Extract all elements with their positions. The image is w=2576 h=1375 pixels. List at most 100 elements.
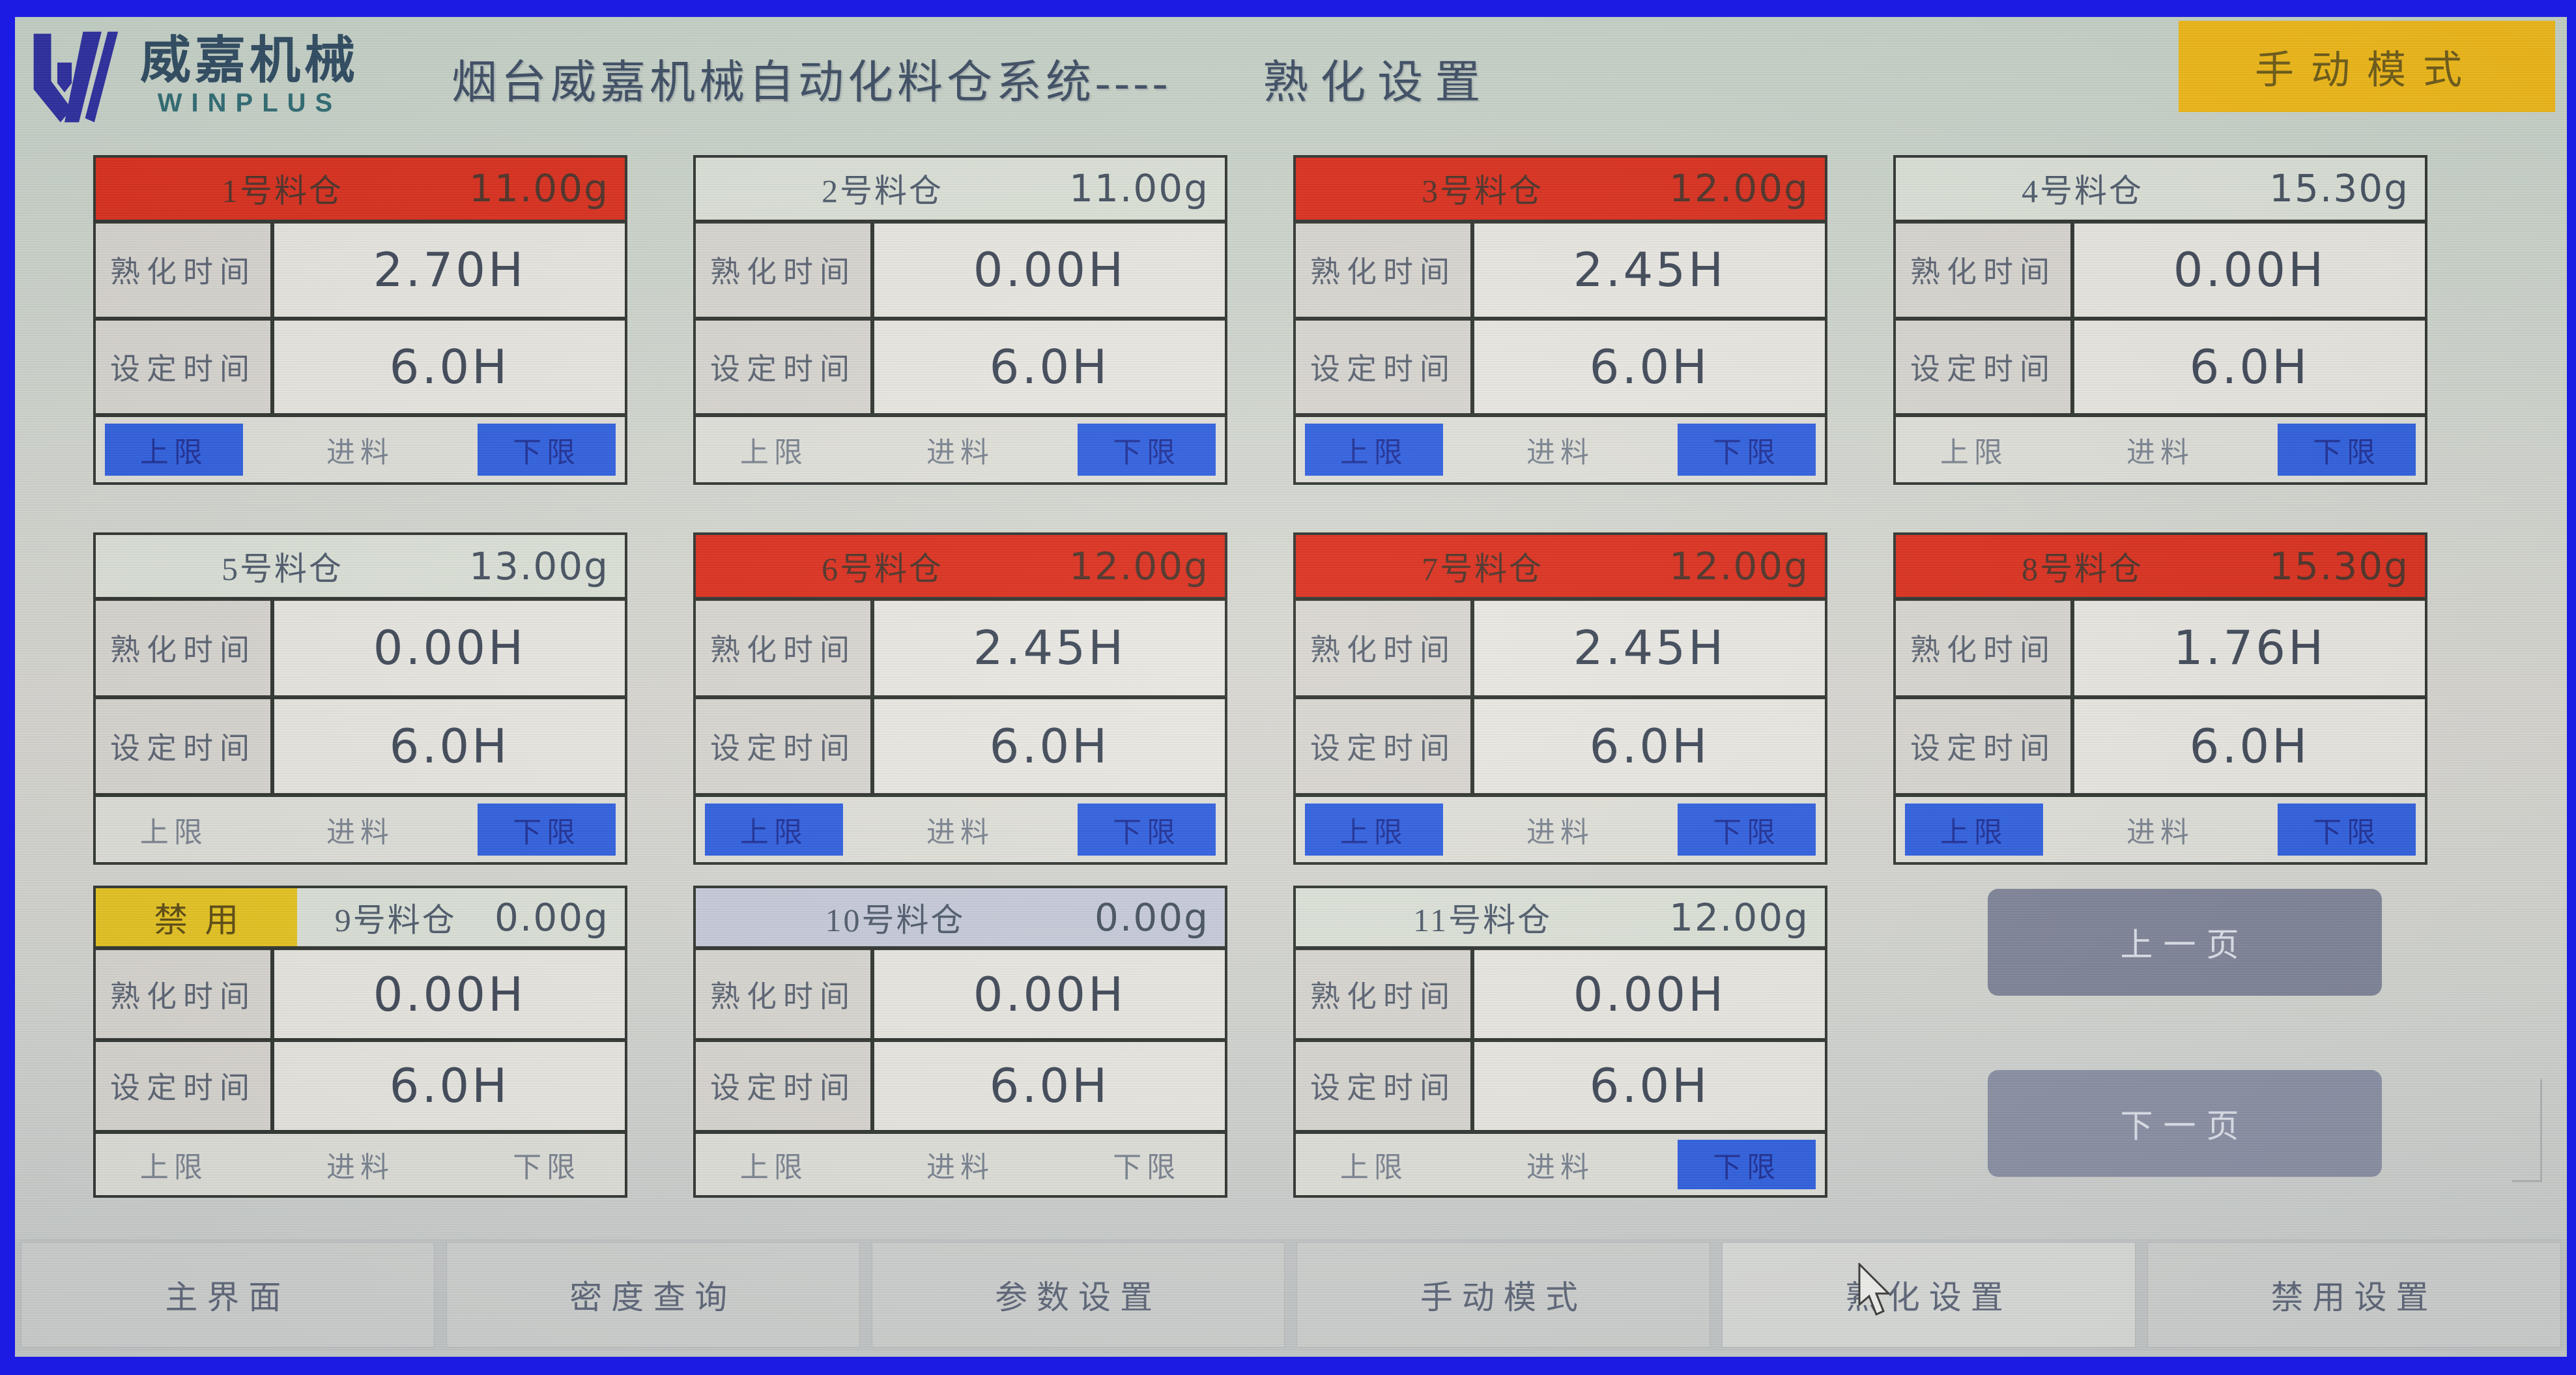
set-time-value[interactable]: 6.0H <box>1474 699 1825 793</box>
aging-time-row: 熟化时间 0.00H <box>96 950 625 1039</box>
aging-time-label: 熟化时间 <box>96 601 270 695</box>
silo-name: 10号料仓 <box>825 901 966 938</box>
set-time-value[interactable]: 6.0H <box>274 1042 625 1130</box>
upper-limit-indicator: 上限 <box>139 1151 208 1183</box>
aging-time-value: 0.00H <box>274 601 625 695</box>
aging-time-label: 熟化时间 <box>96 950 270 1039</box>
aging-time-row: 熟化时间 0.00H <box>1896 223 2425 317</box>
set-time-value[interactable]: 6.0H <box>874 1042 1225 1130</box>
set-time-row: 设定时间 6.0H <box>96 1042 625 1130</box>
set-time-value[interactable]: 6.0H <box>1474 1042 1825 1130</box>
aging-time-row: 熟化时间 0.00H <box>1296 950 1825 1039</box>
page-title: 熟化设置 <box>1263 58 1493 108</box>
menu-item-6[interactable]: 禁用设置 <box>2147 1242 2561 1348</box>
aging-time-value: 2.45H <box>1474 223 1825 317</box>
upper-limit-indicator: 上限 <box>1305 803 1443 856</box>
aging-time-row: 熟化时间 2.45H <box>1296 223 1825 317</box>
set-time-label: 设定时间 <box>1296 699 1470 793</box>
silo-weight: 11.00g <box>1069 166 1209 211</box>
aging-time-label: 熟化时间 <box>96 223 270 317</box>
feed-indicator: 进料 <box>326 1151 394 1183</box>
feed-indicator: 进料 <box>1526 437 1594 469</box>
lower-limit-indicator: 下限 <box>513 1151 581 1183</box>
menu-item-5[interactable]: 熟化设置 <box>1722 1242 2136 1348</box>
set-time-value[interactable]: 6.0H <box>1474 320 1825 414</box>
set-time-value[interactable]: 6.0H <box>2074 699 2425 793</box>
silo-name: 7号料仓 <box>1422 550 1544 587</box>
next-page-button[interactable]: 下一页 <box>1988 1070 2382 1177</box>
silo-name: 11号料仓 <box>1412 901 1553 938</box>
feed-indicator: 进料 <box>326 816 394 848</box>
hmi-screen: 威嘉机械 WINPLUS 烟台威嘉机械自动化料仓系统---- 熟化设置 手动模式… <box>15 17 2567 1357</box>
silo-row-2: 5号料仓 13.00g 熟化时间 0.00H 设定时间 6.0H 上限 进料 下… <box>93 532 2427 865</box>
set-time-row: 设定时间 6.0H <box>1296 320 1825 414</box>
silo-weight: 13.00g <box>469 543 609 588</box>
limit-indicator-strip: 上限 进料 下限 <box>1296 1133 1825 1196</box>
aging-time-row: 熟化时间 0.00H <box>96 601 625 695</box>
silo-weight: 0.00g <box>1095 895 1209 940</box>
silo-card-header: 禁用 9号料仓 0.00g <box>96 888 625 947</box>
limit-indicator-strip: 上限 进料 下限 <box>696 1133 1225 1196</box>
menu-item-3[interactable]: 参数设置 <box>871 1242 1285 1348</box>
aging-time-row: 熟化时间 1.76H <box>1896 601 2425 695</box>
aging-time-label: 熟化时间 <box>696 223 870 317</box>
silo-card-header: 11号料仓 12.00g <box>1296 888 1825 947</box>
system-title: 烟台威嘉机械自动化料仓系统---- <box>451 58 1172 108</box>
silo-name: 2号料仓 <box>822 173 944 210</box>
set-time-row: 设定时间 6.0H <box>696 699 1225 793</box>
silo-card-9: 禁用 9号料仓 0.00g 熟化时间 0.00H 设定时间 6.0H 上限 进料… <box>93 886 627 1198</box>
silo-card-10: 10号料仓 0.00g 熟化时间 0.00H 设定时间 6.0H 上限 进料 下… <box>693 886 1227 1198</box>
aging-time-label: 熟化时间 <box>1896 601 2070 695</box>
aging-time-value: 1.76H <box>2074 601 2425 695</box>
aging-time-row: 熟化时间 2.70H <box>96 223 625 317</box>
silo-name: 9号料仓 <box>334 901 457 938</box>
upper-limit-indicator: 上限 <box>739 437 808 469</box>
silo-card-1: 1号料仓 11.00g 熟化时间 2.70H 设定时间 6.0H 上限 进料 下… <box>93 155 627 485</box>
silo-card-2: 2号料仓 11.00g 熟化时间 0.00H 设定时间 6.0H 上限 进料 下… <box>693 155 1227 485</box>
limit-indicator-strip: 上限 进料 下限 <box>96 796 625 863</box>
limit-indicator-strip: 上限 进料 下限 <box>96 1133 625 1196</box>
set-time-value[interactable]: 6.0H <box>2074 320 2425 414</box>
aging-time-value: 0.00H <box>1474 950 1825 1039</box>
upper-limit-indicator: 上限 <box>1939 437 2008 469</box>
set-time-value[interactable]: 6.0H <box>274 699 625 793</box>
silo-card-header: 6号料仓 12.00g <box>696 535 1225 598</box>
menu-item-2[interactable]: 密度查询 <box>446 1242 860 1348</box>
set-time-value[interactable]: 6.0H <box>874 699 1225 793</box>
set-time-value[interactable]: 6.0H <box>874 320 1225 414</box>
aging-time-row: 熟化时间 2.45H <box>1296 601 1825 695</box>
silo-card-header: 2号料仓 11.00g <box>696 158 1225 220</box>
silo-weight: 15.30g <box>2269 166 2409 211</box>
previous-page-button[interactable]: 上一页 <box>1988 889 2382 996</box>
lower-limit-indicator: 下限 <box>2278 803 2416 856</box>
aging-time-label: 熟化时间 <box>696 950 870 1039</box>
feed-indicator: 进料 <box>2126 437 2194 469</box>
upper-limit-indicator: 上限 <box>139 816 208 848</box>
aging-time-label: 熟化时间 <box>1296 950 1470 1039</box>
menu-item-1[interactable]: 主界面 <box>21 1242 435 1348</box>
set-time-row: 设定时间 6.0H <box>1896 699 2425 793</box>
silo-name: 4号料仓 <box>2022 173 2144 210</box>
lower-limit-indicator: 下限 <box>2278 424 2416 476</box>
set-time-row: 设定时间 6.0H <box>96 320 625 414</box>
set-time-row: 设定时间 6.0H <box>1296 699 1825 793</box>
set-time-label: 设定时间 <box>1296 1042 1470 1130</box>
set-time-label: 设定时间 <box>1296 320 1470 414</box>
limit-indicator-strip: 上限 进料 下限 <box>1296 417 1825 483</box>
aging-time-row: 熟化时间 2.45H <box>696 601 1225 695</box>
silo-row-1: 1号料仓 11.00g 熟化时间 2.70H 设定时间 6.0H 上限 进料 下… <box>93 155 2427 485</box>
set-time-value[interactable]: 6.0H <box>274 320 625 414</box>
feed-indicator: 进料 <box>1526 1151 1594 1183</box>
menu-item-4[interactable]: 手动模式 <box>1296 1242 1711 1348</box>
set-time-row: 设定时间 6.0H <box>1896 320 2425 414</box>
upper-limit-indicator: 上限 <box>1339 1151 1408 1183</box>
silo-weight: 12.00g <box>1669 895 1809 940</box>
silo-card-5: 5号料仓 13.00g 熟化时间 0.00H 设定时间 6.0H 上限 进料 下… <box>93 532 627 865</box>
feed-indicator: 进料 <box>326 437 394 469</box>
set-time-label: 设定时间 <box>1896 320 2070 414</box>
upper-limit-indicator: 上限 <box>1305 424 1443 476</box>
feed-indicator: 进料 <box>926 437 994 469</box>
limit-indicator-strip: 上限 进料 下限 <box>696 417 1225 483</box>
aging-time-label: 熟化时间 <box>1896 223 2070 317</box>
aging-time-row: 熟化时间 0.00H <box>696 950 1225 1039</box>
